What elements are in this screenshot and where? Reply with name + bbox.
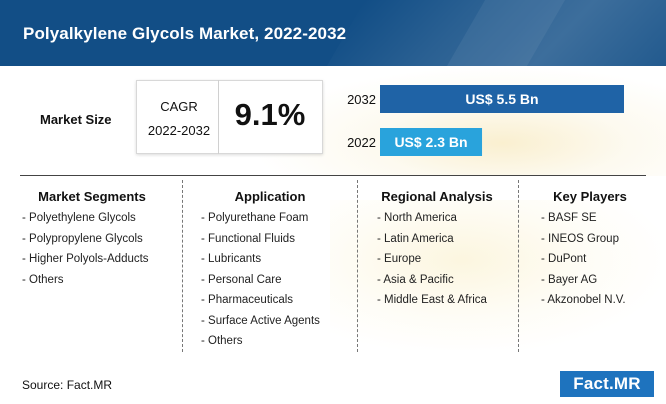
column-divider <box>182 180 183 352</box>
column-list-item: - INEOS Group <box>541 232 619 245</box>
column-list-item: - Bayer AG <box>541 273 598 286</box>
bar-value-label: US$ 2.3 Bn <box>394 134 467 150</box>
column-divider <box>518 180 519 352</box>
market-size-bar-chart: 2032 US$ 5.5 Bn 2022 US$ 2.3 Bn <box>347 85 624 156</box>
cagr-period: 2022-2032 <box>147 123 211 138</box>
cagr-card <box>136 80 323 154</box>
column-list-item: - Personal Care <box>201 273 282 286</box>
column-list-item: - Pharmaceuticals <box>201 294 294 306</box>
page-title: Polyalkylene Glycols Market, 2022-2032 <box>23 24 347 43</box>
column-list-item: - BASF SE <box>541 212 597 224</box>
market-size-label: Market Size <box>40 112 112 127</box>
column-list-item: - Middle East & Africa <box>377 294 487 306</box>
column-list-item: - Polypropylene Glycols <box>22 232 143 245</box>
column-list-item: - Akzonobel N.V. <box>541 294 626 306</box>
bar-category-label: 2032 <box>347 92 376 107</box>
source-note: Source: Fact.MR <box>22 378 113 392</box>
cagr-label: CAGR <box>160 99 198 114</box>
column-list-item: - Functional Fluids <box>201 232 295 245</box>
factmr-logo: Fact.MR <box>560 371 654 397</box>
column-heading: Key Players <box>553 189 627 204</box>
column-list-item: - Higher Polyols-Adducts <box>22 253 149 265</box>
column-list-item: - North America <box>377 212 457 224</box>
column-list-item: - Polyethylene Glycols <box>22 212 136 224</box>
header-banner: Polyalkylene Glycols Market, 2022-2032 <box>0 0 666 66</box>
section-divider <box>20 175 646 176</box>
bar-2022 <box>380 128 483 156</box>
bar-category-label: 2022 <box>347 135 376 150</box>
column-list-item: - Surface Active Agents <box>201 314 320 327</box>
bar-value-label: US$ 5.5 Bn <box>465 91 538 107</box>
column-list-item: - Asia & Pacific <box>377 273 454 286</box>
column-list-item: - Others <box>22 273 64 286</box>
column-list-item: - Lubricants <box>201 253 262 265</box>
cagr-value: 9.1% <box>234 97 306 132</box>
column-list-item: - Others <box>201 335 243 347</box>
column-list-item: - Polyurethane Foam <box>201 212 309 224</box>
column-divider <box>357 180 358 352</box>
bar-2032 <box>380 85 624 113</box>
column-list-item: - Latin America <box>377 232 454 245</box>
column-list-item: - Europe <box>377 253 422 265</box>
header-background <box>0 0 666 66</box>
background-liquid-image <box>330 200 660 350</box>
cagr-divider <box>218 80 219 154</box>
column-heading: Market Segments <box>38 189 146 204</box>
column-heading: Regional Analysis <box>381 189 493 204</box>
column-list-item: - DuPont <box>541 253 587 265</box>
column-heading: Application <box>234 189 306 204</box>
